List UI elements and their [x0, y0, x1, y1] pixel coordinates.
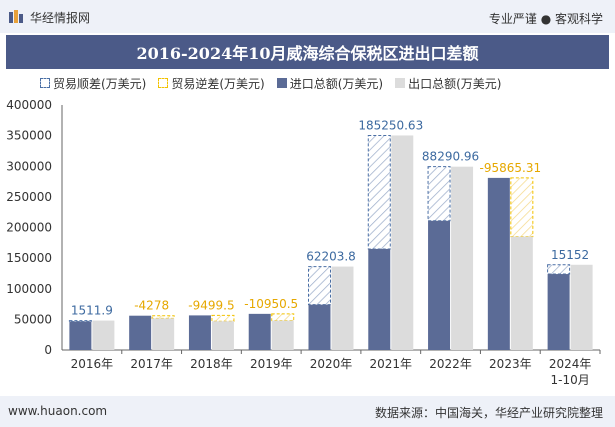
- import-bar: [308, 304, 331, 350]
- x-tick-label: 2022年: [429, 357, 472, 371]
- export-bar: [391, 135, 414, 350]
- x-tick-label: 2021年: [370, 357, 413, 371]
- legend-item-surplus: 贸易顺差(万美元): [40, 75, 146, 92]
- legend-label-surplus: 贸易顺差(万美元): [53, 76, 147, 91]
- export-bar: [570, 264, 593, 350]
- y-tick-label: 400000: [6, 98, 52, 112]
- y-tick-label: 150000: [6, 251, 52, 265]
- balance-label: 15152: [551, 248, 589, 262]
- export-bar: [211, 321, 234, 350]
- legend-label-export: 出口总额(万美元): [408, 76, 502, 91]
- balance-mark: [271, 313, 295, 322]
- y-tick-label: 200000: [6, 221, 52, 235]
- x-tick-label: 2020年: [310, 357, 353, 371]
- top-bar: 华经情报网 专业严谨 ● 客观科学: [0, 0, 615, 33]
- legend-item-deficit: 贸易逆差(万美元): [158, 75, 265, 92]
- legend-item-export: 出口总额(万美元): [395, 75, 502, 92]
- y-tick-label: 250000: [6, 190, 52, 204]
- legend-label-deficit: 贸易逆差(万美元): [171, 76, 265, 91]
- balance-label: -4278: [134, 299, 169, 313]
- y-tick-label: 100000: [6, 282, 52, 296]
- balance-label: -9499.5: [188, 298, 234, 312]
- balance-mark: [547, 264, 571, 275]
- import-bar: [188, 315, 211, 350]
- balance-label: 62203.8: [306, 250, 356, 264]
- import-bar: [368, 248, 391, 350]
- import-bar: [248, 313, 271, 350]
- legend-swatch-export: [395, 78, 406, 88]
- import-bar: [69, 321, 92, 350]
- brand: 华经情报网: [8, 8, 90, 26]
- export-bar: [271, 320, 294, 350]
- balance-label: -10950.5: [244, 297, 298, 311]
- footer-bar: www.huaon.com 数据来源：中国海关，华经产业研究院整理: [0, 396, 615, 427]
- x-tick-label: 2016年: [71, 357, 114, 371]
- chart-legend: 贸易顺差(万美元) 贸易逆差(万美元) 进口总额(万美元) 出口总额(万美元): [40, 74, 514, 92]
- y-tick-label: 350000: [6, 129, 52, 143]
- brand-name: 华经情报网: [30, 10, 91, 25]
- balance-mark: [151, 315, 175, 319]
- import-bar: [129, 315, 152, 350]
- x-tick-label: 2024年 1-10月: [549, 357, 592, 387]
- export-bar: [451, 166, 474, 350]
- legend-swatch-import: [276, 78, 287, 88]
- balance-mark: [427, 166, 451, 222]
- import-bar: [547, 274, 570, 350]
- balance-label: -95865.31: [480, 161, 542, 175]
- chart-title: 2016-2024年10月威海综合保税区进出口差额: [136, 44, 479, 63]
- y-tick-label: 50000: [14, 312, 52, 326]
- legend-label-import: 进口总额(万美元): [289, 76, 384, 91]
- balance-mark: [367, 134, 391, 250]
- x-tick-label: 2018年: [190, 357, 233, 371]
- export-bar: [331, 266, 354, 350]
- balance-mark: [68, 320, 92, 323]
- bar-chart: 0 50000 100000 150000 200000 250000 300000 3500…: [6, 98, 601, 387]
- footer-source: 数据来源：中国海关，华经产业研究院整理: [374, 406, 603, 420]
- import-bar: [487, 177, 510, 350]
- export-bar: [510, 236, 533, 350]
- y-tick-label: 0: [44, 343, 52, 357]
- balance-mark: [308, 266, 331, 306]
- tagline: 专业严谨 ● 客观科学: [488, 12, 603, 26]
- legend-swatch-surplus: [40, 78, 50, 88]
- export-bar: [152, 318, 175, 350]
- x-tick-label: 2019年: [250, 357, 293, 371]
- footer-url: www.huaon.com: [8, 404, 108, 418]
- import-bar: [428, 220, 451, 350]
- balance-label: 185250.63: [358, 118, 423, 132]
- brand-logo-icon: [9, 10, 23, 23]
- x-tick-label: 2023年: [489, 357, 532, 371]
- legend-swatch-deficit: [158, 78, 169, 88]
- balance-label: 1511.9: [71, 304, 113, 318]
- title-bar: 2016-2024年10月威海综合保税区进出口差额: [6, 35, 609, 69]
- y-tick-label: 300000: [6, 159, 52, 173]
- balance-label: 88290.96: [422, 150, 479, 164]
- legend-item-import: 进口总额(万美元): [276, 75, 384, 92]
- balance-mark: [510, 177, 534, 238]
- export-bar: [92, 320, 115, 350]
- x-tick-label: 2017年: [130, 357, 173, 371]
- balance-mark: [211, 314, 235, 322]
